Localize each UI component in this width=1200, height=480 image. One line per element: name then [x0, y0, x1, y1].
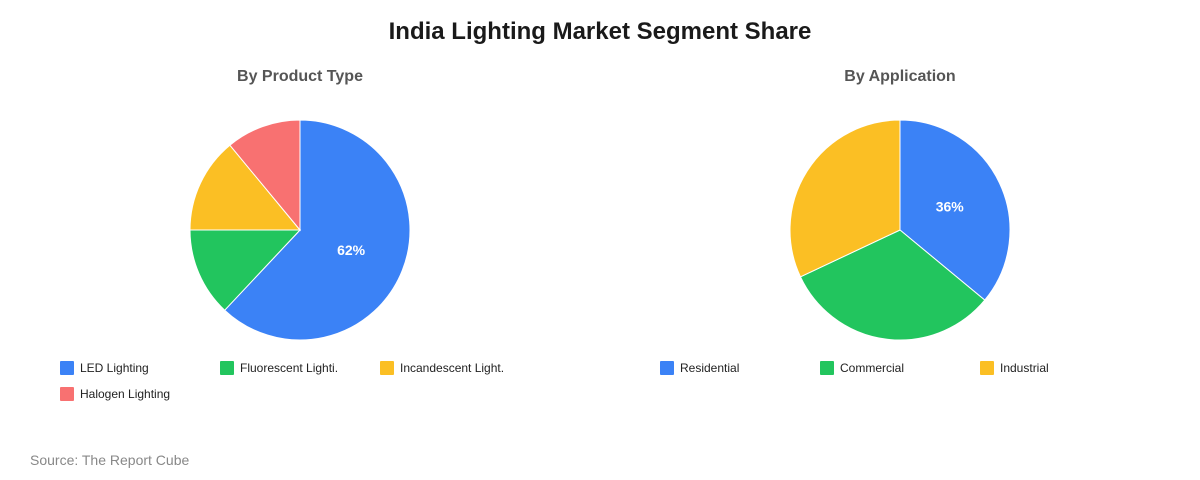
- slice-label: 36%: [936, 199, 965, 215]
- legend-label: Incandescent Light.: [400, 361, 505, 375]
- legend-item[interactable]: Residential: [660, 360, 739, 376]
- pie-slice: [899, 119, 1011, 301]
- slice-label: 62%: [337, 242, 366, 258]
- legend-label: Fluorescent Lighti.: [240, 361, 339, 375]
- legend-label: Halogen Lighting: [80, 387, 171, 401]
- source-note: Source: The Report Cube: [30, 452, 190, 468]
- legend-item[interactable]: Halogen Lighting: [60, 386, 170, 402]
- chart-title: By Product Type: [237, 68, 363, 85]
- legend-item[interactable]: Incandescent Light.: [380, 360, 504, 376]
- legend-item[interactable]: LED Lighting: [60, 360, 149, 376]
- legend-swatch: [220, 361, 234, 375]
- pie-slice: [789, 119, 901, 278]
- legend-item[interactable]: Industrial: [980, 360, 1049, 376]
- legend-label: Commercial: [840, 361, 905, 375]
- legend-swatch: [660, 361, 674, 375]
- product-type-chart: By Product Type 62% LED Lighting Fluoresc…: [0, 64, 600, 424]
- pie-chart: 62%: [189, 119, 411, 341]
- pie-slice: [229, 119, 301, 232]
- legend-label: Residential: [680, 361, 740, 375]
- legend-swatch: [380, 361, 394, 375]
- legend-swatch: [820, 361, 834, 375]
- legend-swatch: [60, 361, 74, 375]
- page-title: India Lighting Market Segment Share: [388, 18, 812, 45]
- legend-item[interactable]: Fluorescent Lighti.: [220, 360, 338, 376]
- legend-label: LED Lighting: [80, 361, 149, 375]
- legend-swatch: [980, 361, 994, 375]
- legend-item[interactable]: Commercial: [820, 360, 904, 376]
- pie-chart: 36%: [789, 119, 1011, 341]
- chart-title: By Application: [844, 68, 956, 85]
- pie-slice: [189, 229, 302, 311]
- pie-slice: [189, 144, 302, 231]
- legend-label: Industrial: [1000, 361, 1049, 375]
- pie-slice: [799, 229, 986, 341]
- legend-swatch: [60, 387, 74, 401]
- application-chart: By Application 36% Residential Commercial…: [600, 64, 1200, 424]
- pie-slice: [223, 119, 411, 341]
